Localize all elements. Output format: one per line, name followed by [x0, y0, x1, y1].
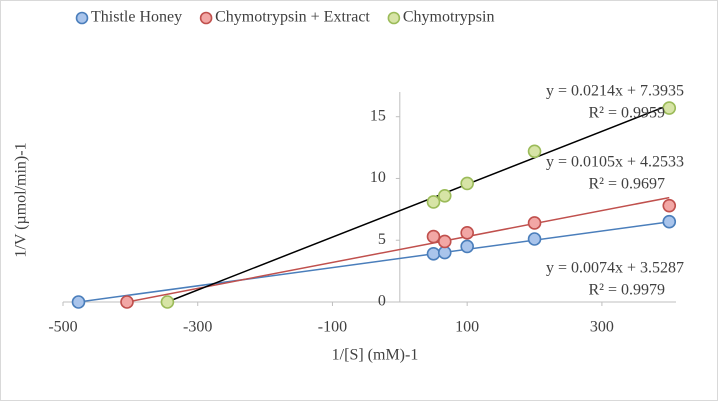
data-point	[71, 295, 86, 309]
legend-label: Chymotrypsin	[403, 9, 495, 26]
trendline-equation: y = 0.0074x + 3.5287	[546, 260, 684, 277]
y-tick-label: 10	[370, 169, 386, 186]
y-tick-label: 15	[370, 107, 386, 124]
legend-marker	[199, 11, 213, 25]
x-tick-label: -300	[183, 319, 212, 336]
y-axis-label: 1/V (µmol/min)-1	[13, 142, 30, 257]
legend-marker	[387, 11, 401, 25]
data-point	[460, 176, 474, 191]
data-point	[460, 226, 474, 240]
data-point	[527, 232, 542, 246]
data-point	[527, 144, 542, 159]
legend-label: Thistle Honey	[91, 9, 182, 26]
trendline-r2: R² = 0.9697	[589, 176, 666, 193]
trendline-equation: y = 0.0105x + 4.2533	[546, 154, 684, 171]
y-tick-label: 5	[378, 231, 386, 248]
data-point	[460, 239, 474, 254]
trendline-equation: y = 0.0214x + 7.3935	[546, 83, 684, 100]
data-point	[426, 195, 441, 209]
data-point	[437, 188, 452, 203]
data-point	[120, 295, 134, 309]
trendline-r2: R² = 0.9959	[589, 105, 666, 122]
trendline-r2: R² = 0.9979	[589, 282, 666, 299]
legend-marker	[75, 11, 89, 25]
data-point	[662, 101, 677, 115]
x-tick-label: -100	[318, 319, 347, 336]
x-axis-label: 1/[S] (mM)-1	[332, 347, 419, 364]
trendline	[78, 221, 670, 303]
x-tick-label: 100	[455, 319, 479, 336]
data-point	[437, 245, 452, 260]
data-point	[662, 198, 677, 213]
data-point	[437, 234, 452, 249]
data-point	[426, 229, 441, 244]
x-tick-label: -500	[48, 319, 77, 336]
data-point	[160, 295, 175, 309]
trendline	[167, 104, 670, 303]
data-point	[662, 214, 677, 229]
y-tick-label: 0	[378, 293, 386, 310]
x-tick-label: 300	[590, 319, 614, 336]
trendline	[126, 196, 670, 303]
data-point	[527, 216, 542, 230]
legend-label: Chymotrypsin + Extract	[215, 9, 370, 26]
data-point	[426, 247, 441, 261]
